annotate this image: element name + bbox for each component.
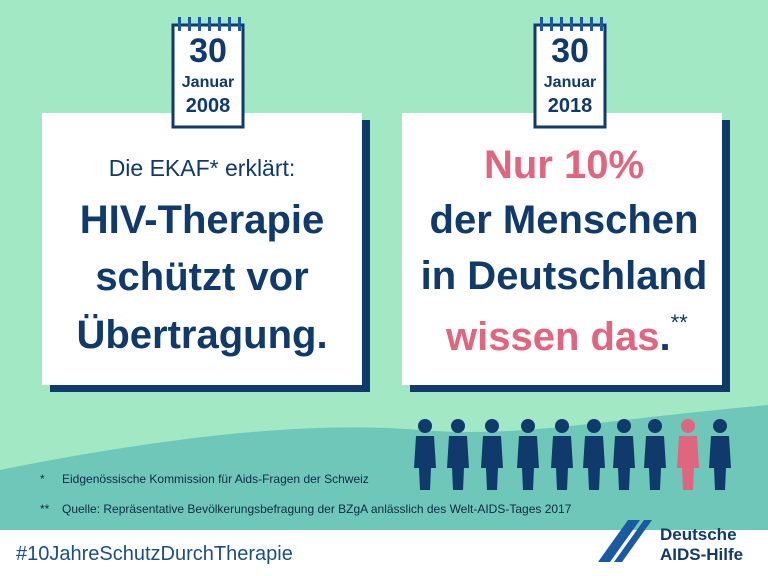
people-illustration bbox=[414, 419, 731, 490]
headline-line: schützt vor bbox=[95, 255, 308, 299]
logo-text: AIDS-Hilfe bbox=[660, 545, 743, 564]
ring bbox=[560, 17, 563, 31]
person-head bbox=[555, 419, 569, 433]
person-head bbox=[418, 419, 432, 433]
headline-line: der Menschen bbox=[430, 198, 699, 242]
ring bbox=[198, 17, 201, 31]
period: . bbox=[659, 315, 670, 359]
logo: Deutsche AIDS-Hilfe bbox=[598, 520, 743, 564]
ring bbox=[208, 17, 211, 31]
person-head bbox=[485, 419, 499, 433]
calendar-month: Januar bbox=[182, 74, 234, 91]
ring bbox=[590, 17, 593, 31]
person bbox=[414, 419, 436, 490]
person bbox=[613, 419, 635, 490]
ring bbox=[570, 17, 573, 31]
calendar-rings bbox=[540, 17, 603, 31]
card bbox=[42, 113, 362, 385]
ring bbox=[238, 17, 241, 31]
person-head bbox=[713, 419, 727, 433]
person-head bbox=[451, 419, 465, 433]
person-body bbox=[613, 436, 635, 490]
person-body bbox=[517, 436, 539, 490]
person-body bbox=[677, 436, 699, 490]
person bbox=[709, 419, 731, 490]
person-head bbox=[617, 419, 631, 433]
person bbox=[677, 419, 699, 490]
logo-text: Deutsche bbox=[660, 525, 737, 544]
person-head bbox=[587, 419, 601, 433]
person bbox=[447, 419, 469, 490]
highlight-text: Nur 10% bbox=[484, 143, 644, 187]
calendar: 30 Januar 2008 bbox=[171, 17, 245, 129]
ring bbox=[188, 17, 191, 31]
person bbox=[481, 419, 503, 490]
person-head bbox=[681, 419, 695, 433]
calendar-year: 2008 bbox=[186, 95, 231, 117]
person bbox=[551, 419, 573, 490]
card bbox=[402, 113, 722, 385]
calendar-rings bbox=[178, 17, 241, 31]
person-body bbox=[414, 436, 436, 490]
person-head bbox=[648, 419, 662, 433]
headline-line: HIV-Therapie bbox=[80, 198, 325, 242]
calendar-day: 30 bbox=[189, 32, 227, 70]
highlight-line: wissen das.** bbox=[445, 310, 688, 359]
footnote-text: Quelle: Repräsentative Bevölkerungsbefra… bbox=[62, 502, 572, 516]
ring bbox=[550, 17, 553, 31]
headline-line: in Deutschland bbox=[421, 254, 708, 298]
person-body bbox=[447, 436, 469, 490]
person-body bbox=[551, 436, 573, 490]
highlight-text: wissen das bbox=[445, 315, 659, 359]
footer-bar bbox=[0, 530, 768, 576]
footnote-mark: ** bbox=[40, 502, 50, 516]
headline-line: Übertragung. bbox=[76, 312, 327, 357]
person bbox=[517, 419, 539, 490]
person bbox=[583, 419, 605, 490]
person bbox=[644, 419, 666, 490]
ring bbox=[600, 17, 603, 31]
ring bbox=[178, 17, 181, 31]
ring bbox=[580, 17, 583, 31]
ring bbox=[228, 17, 231, 31]
logo-stripe bbox=[598, 520, 640, 562]
footnote-text: Eidgenössische Kommission für Aids-Frage… bbox=[62, 472, 369, 486]
person-body bbox=[481, 436, 503, 490]
person-body bbox=[644, 436, 666, 490]
ring bbox=[540, 17, 543, 31]
hashtag: #10JahreSchutzDurchTherapie bbox=[16, 543, 293, 565]
ring bbox=[218, 17, 221, 31]
person-head bbox=[521, 419, 535, 433]
person-body bbox=[709, 436, 731, 490]
wave bbox=[0, 405, 768, 530]
calendar-year: 2018 bbox=[548, 95, 593, 117]
logo-stripe bbox=[614, 520, 652, 562]
calendar-month: Januar bbox=[544, 74, 596, 91]
intro-text: Die EKAF* erklärt: bbox=[109, 155, 296, 181]
calendar-sheet bbox=[533, 23, 607, 129]
person-body bbox=[583, 436, 605, 490]
calendar: 30 Januar 2018 bbox=[533, 17, 607, 129]
footnote-mark: ** bbox=[671, 310, 689, 335]
calendar-day: 30 bbox=[551, 32, 589, 70]
footnote-mark: * bbox=[40, 472, 45, 486]
